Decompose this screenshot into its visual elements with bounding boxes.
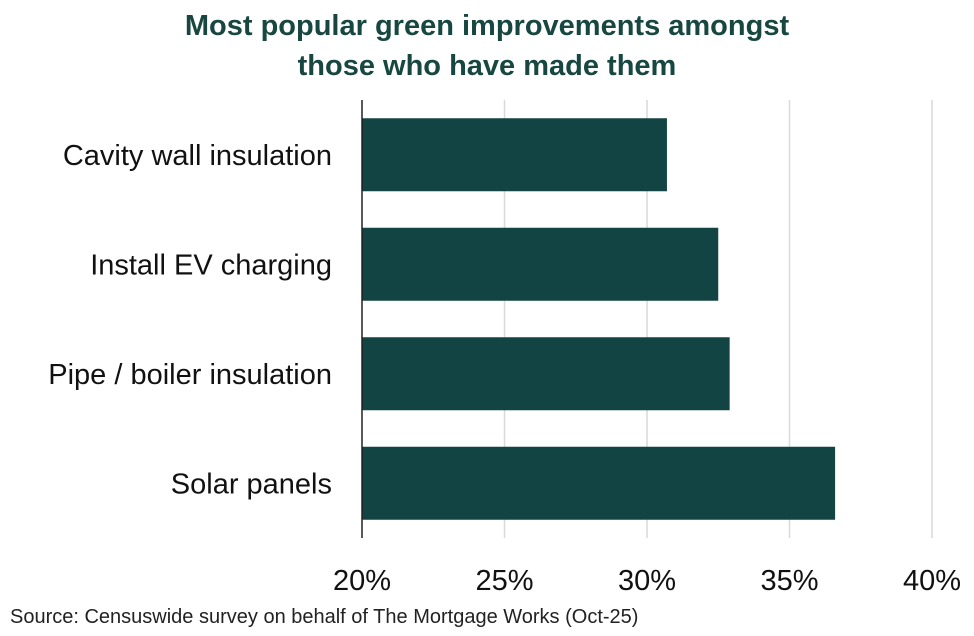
x-tick-label: 30% xyxy=(618,565,676,597)
y-category-label: Solar panels xyxy=(171,468,332,500)
x-tick-label: 35% xyxy=(760,565,818,597)
y-category-label: Cavity wall insulation xyxy=(63,140,332,172)
x-tick-label: 25% xyxy=(475,565,533,597)
chart-title-line: those who have made them xyxy=(297,50,677,82)
bar xyxy=(362,118,667,192)
source-note: Source: Censuswide survey on behalf of T… xyxy=(10,606,639,628)
bar xyxy=(362,446,836,520)
y-category-label: Install EV charging xyxy=(90,249,332,281)
chart-title: Most popular green improvements amongst … xyxy=(0,6,974,86)
x-tick-label: 40% xyxy=(903,565,961,597)
bar xyxy=(362,227,719,301)
x-tick-label: 20% xyxy=(333,565,391,597)
bar xyxy=(362,337,730,411)
y-category-label: Pipe / boiler insulation xyxy=(48,359,332,391)
chart-title-line: Most popular green improvements amongst xyxy=(184,10,790,42)
